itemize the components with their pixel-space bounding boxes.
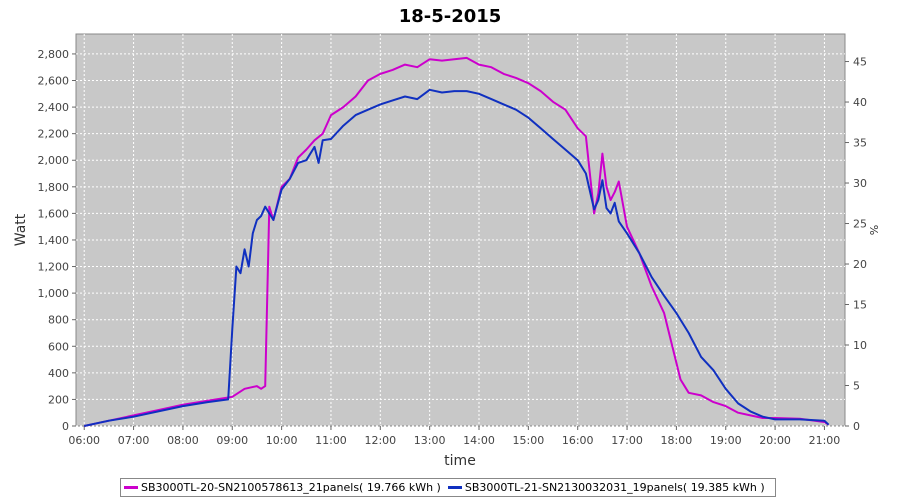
y-tick-label: 1,400 xyxy=(38,234,70,247)
y-tick-label: 1,200 xyxy=(38,261,70,274)
y-tick-label: 1,800 xyxy=(38,181,70,194)
y2-tick-label: 35 xyxy=(853,137,867,150)
series-line-2 xyxy=(83,88,830,427)
legend-swatch-series-1 xyxy=(124,486,138,489)
chart-title: 18-5-2015 xyxy=(399,6,502,27)
legend-label-series-2: SB3000TL-21-SN2130032031_19panels( 19.38… xyxy=(464,481,765,494)
y-tick-label: 200 xyxy=(48,393,69,406)
y2-tick-label: 30 xyxy=(853,177,867,190)
y-tick-label: 0 xyxy=(62,420,69,433)
y2-tick-label: 25 xyxy=(853,218,867,231)
legend-label-series-1: SB3000TL-20-SN2100578613_21panels( 19.76… xyxy=(141,481,441,494)
y-tick-label: 2,400 xyxy=(38,101,70,114)
x-tick-label: 14:00 xyxy=(463,434,495,447)
x-tick-label: 12:00 xyxy=(364,434,396,447)
x-tick-label: 09:00 xyxy=(216,434,248,447)
y-tick-label: 1,600 xyxy=(38,207,70,220)
x-tick-label: 17:00 xyxy=(611,434,643,447)
x-tick-label: 11:00 xyxy=(315,434,347,447)
x-tick-label: 07:00 xyxy=(118,434,150,447)
y2-tick-label: 20 xyxy=(853,258,867,271)
y-tick-label: 2,600 xyxy=(38,75,70,88)
x-axis-label: time xyxy=(444,453,476,469)
x-tick-label: 15:00 xyxy=(513,434,545,447)
x-tick-label: 06:00 xyxy=(68,434,100,447)
y2-tick-label: 10 xyxy=(853,339,867,352)
y2-tick-label: 40 xyxy=(853,96,867,109)
axes: 06:00 07:00 08:00 09:00 10:00 11:00 12:00 13:00… xyxy=(38,48,868,447)
y2-axis-label: % xyxy=(868,225,881,235)
y-tick-label: 2,200 xyxy=(38,128,70,141)
series-line-1 xyxy=(83,56,830,427)
y2-tick-label: 5 xyxy=(853,380,860,393)
y-axis-label: Watt xyxy=(13,213,29,246)
plot-area xyxy=(75,33,846,427)
y-tick-label: 2,000 xyxy=(38,154,70,167)
series-layer xyxy=(83,56,830,427)
x-tick-label: 10:00 xyxy=(266,434,298,447)
y2-tick-label: 45 xyxy=(853,56,867,69)
legend-item-series-2[interactable]: SB3000TL-21-SN2130032031_19panels( 19.38… xyxy=(447,481,765,494)
x-tick-label: 20:00 xyxy=(759,434,791,447)
legend-swatch-series-2 xyxy=(447,486,462,489)
x-tick-label: 16:00 xyxy=(562,434,594,447)
x-tick-label: 08:00 xyxy=(167,434,199,447)
y-tick-label: 1,000 xyxy=(38,287,70,300)
y-tick-label: 400 xyxy=(48,367,69,380)
legend-item-series-1[interactable]: SB3000TL-20-SN2100578613_21panels( 19.76… xyxy=(124,481,441,494)
x-tick-label: 13:00 xyxy=(414,434,446,447)
y-tick-label: 2,800 xyxy=(38,48,70,61)
grid xyxy=(76,34,845,427)
y-tick-label: 600 xyxy=(48,340,69,353)
x-tick-label: 18:00 xyxy=(661,434,693,447)
legend: SB3000TL-20-SN2100578613_21panels( 19.76… xyxy=(120,478,776,497)
y-tick-label: 800 xyxy=(48,314,69,327)
x-tick-label: 19:00 xyxy=(710,434,742,447)
y2-tick-label: 15 xyxy=(853,299,867,312)
x-tick-label: 21:00 xyxy=(809,434,841,447)
y2-tick-label: 0 xyxy=(853,420,860,433)
